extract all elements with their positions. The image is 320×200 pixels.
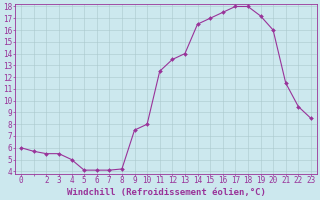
X-axis label: Windchill (Refroidissement éolien,°C): Windchill (Refroidissement éolien,°C) bbox=[67, 188, 266, 197]
